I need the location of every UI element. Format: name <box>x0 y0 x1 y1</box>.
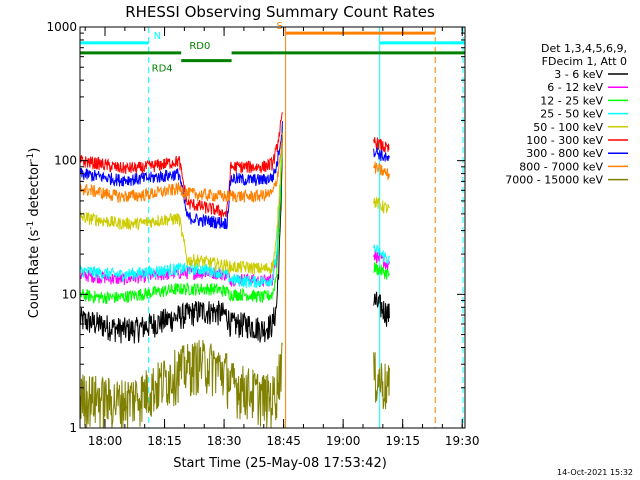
x-tick-label: 18:00 <box>88 434 123 448</box>
legend-header-line: Det 1,3,4,5,6,9, <box>541 42 627 55</box>
status-bar-label: RD4 <box>152 64 173 75</box>
series-line-3 <box>79 125 283 288</box>
legend-label: 800 - 7000 keV <box>519 160 603 173</box>
legend-label: 25 - 50 keV <box>540 108 603 121</box>
axes: 1 10 100 1000 18:00 18:15 18:30 18:45 19:00 19:15… <box>46 20 479 448</box>
x-axis-label: Start Time (25-May-08 17:53:42) <box>173 456 387 471</box>
series-line-6 <box>79 121 283 230</box>
plot-frame <box>79 26 466 429</box>
series-line-post-0 <box>373 291 390 327</box>
x-tick-label: 18:15 <box>147 434 182 448</box>
x-tick-label: 19:00 <box>326 434 361 448</box>
y-axis-label: Count Rate (s-1 detector-1) <box>26 148 42 319</box>
status-bar-label: N <box>154 31 161 42</box>
legend: Det 1,3,4,5,6,9, FDecim 1, Att 0 3 - 6 k… <box>505 42 628 187</box>
date-stamp: 14-Oct-2021 15:32 <box>557 468 633 477</box>
series-line-post-7 <box>373 161 390 181</box>
series-line-5 <box>79 112 283 219</box>
legend-label: 12 - 25 keV <box>540 94 603 107</box>
legend-label: 100 - 300 keV <box>526 134 603 147</box>
series-line-8 <box>79 340 283 429</box>
series-line-7 <box>79 132 283 204</box>
y-axis-label-part: ) <box>27 148 42 153</box>
series-line-2 <box>79 125 283 305</box>
legend-label: 3 - 6 keV <box>554 68 603 81</box>
y-tick-label: 1 <box>69 421 77 435</box>
y-axis-label-part: Count Rate (s <box>27 230 42 319</box>
series-line-post-3 <box>373 244 390 266</box>
legend-header-line: FDecim 1, Att 0 <box>542 55 627 68</box>
y-axis-label-sup: -1 <box>26 153 36 162</box>
series-line-4 <box>79 142 283 275</box>
chart-title: RHESSI Observing Summary Count Rates <box>125 3 435 21</box>
series-line-post-4 <box>373 196 390 214</box>
x-tick-label: 19:30 <box>445 434 480 448</box>
x-tick-label: 19:15 <box>385 434 420 448</box>
y-axis-label-part: detector <box>27 161 42 221</box>
series-line-post-5 <box>373 137 390 153</box>
series-line-post-6 <box>373 147 390 162</box>
status-bar-label: RD0 <box>189 41 210 52</box>
series-line-post-8 <box>373 352 390 410</box>
y-tick-label: 1000 <box>46 20 77 34</box>
y-tick-label: 10 <box>62 287 77 301</box>
y-axis-label-sup: -1 <box>26 221 36 230</box>
legend-label: 50 - 100 keV <box>533 121 603 134</box>
x-tick-label: 18:30 <box>207 434 242 448</box>
series-line-post-2 <box>373 262 390 280</box>
legend-label: 7000 - 15000 keV <box>505 174 603 187</box>
legend-label: 6 - 12 keV <box>547 81 603 94</box>
x-tick-label: 18:45 <box>266 434 301 448</box>
y-tick-label: 100 <box>54 154 77 168</box>
legend-label: 300 - 800 keV <box>526 147 603 160</box>
series-line-0 <box>79 135 283 344</box>
